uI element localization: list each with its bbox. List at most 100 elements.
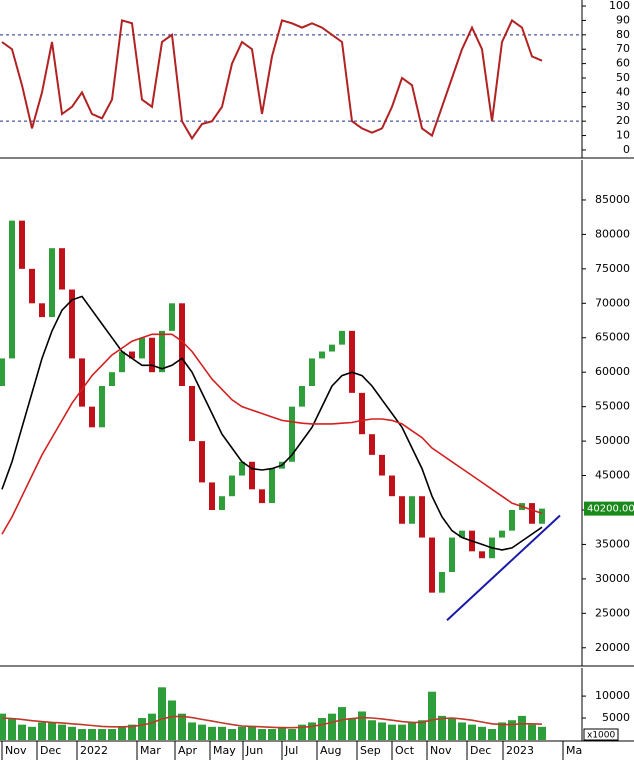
candle-body xyxy=(269,468,275,504)
volume-bar xyxy=(48,722,56,740)
volume-bar xyxy=(128,724,136,740)
volume-bar xyxy=(0,713,6,740)
volume-bar xyxy=(448,718,456,740)
candle-body xyxy=(539,508,545,524)
y-tick-label: 30 xyxy=(616,100,630,113)
volume-bar xyxy=(498,722,506,740)
y-tick-label: 35000 xyxy=(595,537,630,550)
volume-bar xyxy=(68,726,76,740)
candle-body xyxy=(419,496,425,538)
y-tick-label: 80000 xyxy=(595,227,630,240)
candle-body xyxy=(249,461,255,490)
last-price-box xyxy=(584,501,634,516)
y-tick-label: 30000 xyxy=(595,572,630,585)
candle-body xyxy=(119,351,125,373)
volume-bar xyxy=(58,724,66,740)
volume-bar xyxy=(458,722,466,740)
candle-body xyxy=(79,358,85,407)
y-tick-label: 90 xyxy=(616,13,630,26)
x-tick-label: Nov xyxy=(5,744,27,757)
candle-body xyxy=(159,330,165,373)
candle-body xyxy=(29,268,35,304)
volume-bar xyxy=(238,726,246,740)
candle-body xyxy=(349,330,355,393)
y-tick-label: 50 xyxy=(616,71,630,84)
volume-bar xyxy=(288,729,296,740)
volume-bar xyxy=(208,726,216,740)
volume-bar xyxy=(428,691,436,740)
candle-body xyxy=(139,337,145,359)
candle-body xyxy=(329,344,335,352)
candle-body xyxy=(59,248,65,290)
candle-body xyxy=(309,358,315,386)
x-tick-label: 2022 xyxy=(80,744,108,757)
candle-body xyxy=(39,303,45,318)
x-tick-label: Dec xyxy=(470,744,491,757)
x-tick-label: May xyxy=(213,744,236,757)
candle-body xyxy=(379,454,385,476)
volume-bar xyxy=(8,718,16,740)
line-series xyxy=(1,18,543,141)
volume-bar xyxy=(518,715,526,740)
y-tick-label: 20000 xyxy=(595,641,630,654)
candle-body xyxy=(399,496,405,524)
candle-body xyxy=(259,489,265,504)
volume-bar xyxy=(388,724,396,740)
x-tick-label: Nov xyxy=(430,744,452,757)
volume-bar xyxy=(438,715,446,740)
volume-bar xyxy=(178,713,186,740)
y-tick-label: 100 xyxy=(609,0,630,12)
candle-body xyxy=(299,385,305,407)
candle-body xyxy=(389,475,395,497)
x-tick-label: Mar xyxy=(140,744,161,757)
volume-bar xyxy=(198,724,206,740)
x-tick-label: Sep xyxy=(360,744,381,757)
y-tick-label: 60000 xyxy=(595,365,630,378)
candle-body xyxy=(239,461,245,476)
y-tick-label: 40 xyxy=(616,85,630,98)
y-tick-label: 50000 xyxy=(595,434,630,447)
volume-bar xyxy=(38,722,46,740)
unit-label: x1000 xyxy=(587,731,616,741)
candle-body xyxy=(49,248,55,318)
volume-bar xyxy=(98,729,106,740)
y-tick-label: 60 xyxy=(616,57,630,70)
volume-bar xyxy=(108,729,116,740)
volume-bar xyxy=(468,724,476,740)
candle-body xyxy=(19,220,25,269)
candle-body xyxy=(179,303,185,386)
y-tick-label: 65000 xyxy=(595,331,630,344)
candle-body xyxy=(289,406,295,462)
volume-bar xyxy=(398,724,406,740)
x-tick-label: Dec xyxy=(40,744,61,757)
candle-body xyxy=(189,385,195,442)
volume-bar xyxy=(28,726,36,740)
candle-body xyxy=(89,406,95,428)
volume-bar xyxy=(158,687,166,740)
volume-bar xyxy=(418,720,426,740)
x-tick-label: Apr xyxy=(178,744,198,757)
volume-bar xyxy=(168,700,176,740)
volume-bar xyxy=(278,726,286,740)
candle-body xyxy=(219,496,225,510)
y-tick-label: 70 xyxy=(616,42,630,55)
candle-body xyxy=(449,537,455,572)
candle-body xyxy=(129,351,135,359)
candle-body xyxy=(429,537,435,593)
candle-body xyxy=(529,503,535,524)
y-tick-label: 45000 xyxy=(595,469,630,482)
volume-bar xyxy=(538,726,546,740)
candle-body xyxy=(69,289,75,359)
volume-bar xyxy=(218,726,226,740)
y-tick-label: 25000 xyxy=(595,606,630,619)
volume-bar xyxy=(188,722,196,740)
x-tick-label: Jul xyxy=(284,744,298,757)
candle-body xyxy=(209,482,215,510)
y-tick-label: 5000 xyxy=(602,711,630,724)
candle-body xyxy=(339,330,345,345)
candle-body xyxy=(199,441,205,483)
candle-body xyxy=(409,496,415,524)
line-series xyxy=(1,295,543,551)
